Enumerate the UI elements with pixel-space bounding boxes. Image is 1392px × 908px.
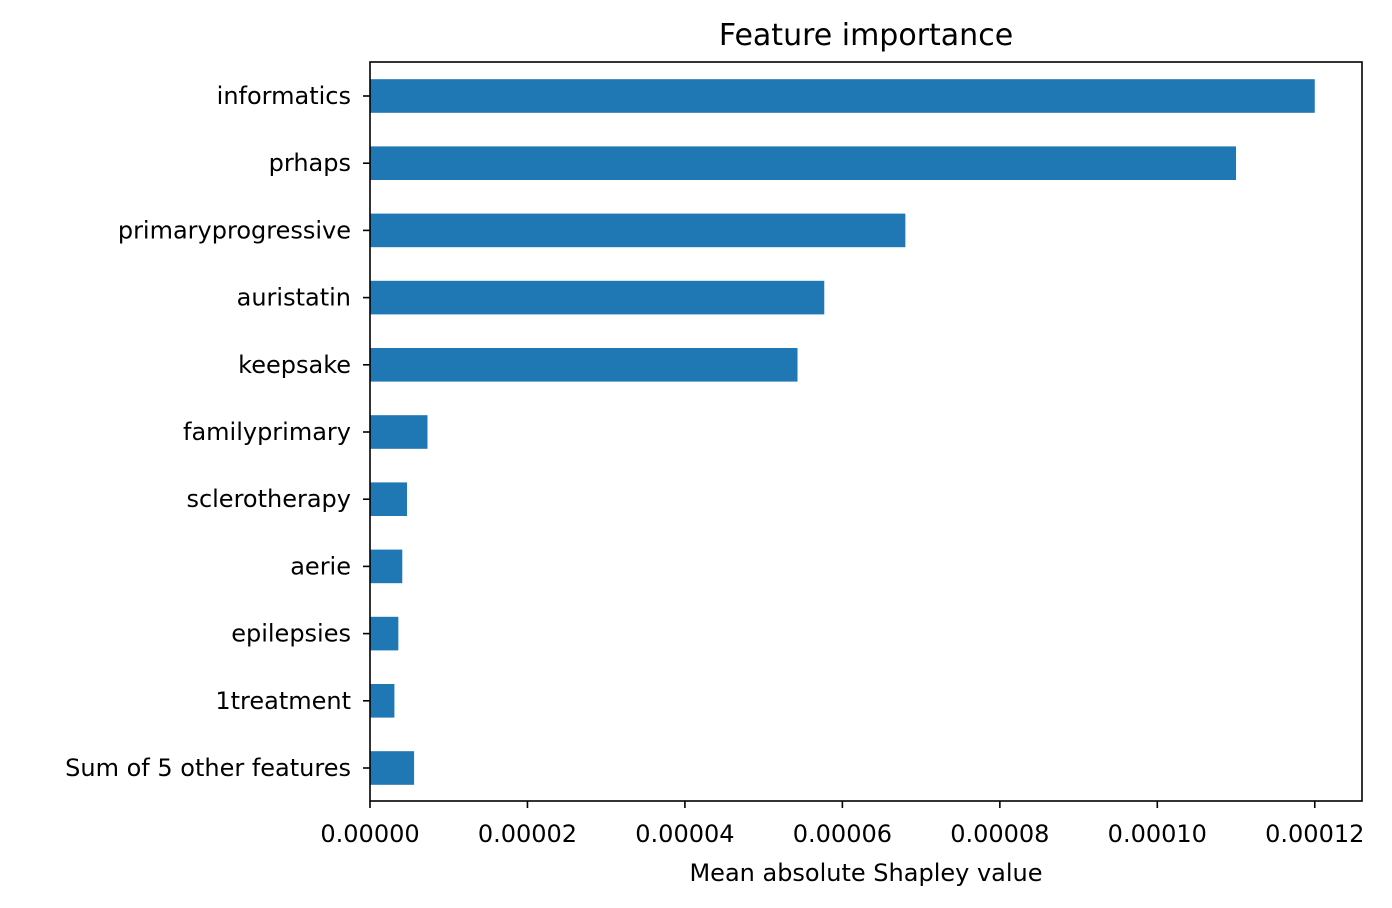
x-tick-label: 0.00000 bbox=[320, 820, 419, 848]
bar-2 bbox=[370, 213, 906, 248]
x-tick-label: 0.00008 bbox=[950, 820, 1049, 848]
y-tick-label: 1treatment bbox=[215, 687, 351, 715]
y-tick-label: informatics bbox=[217, 82, 351, 110]
y-tick-label: Sum of 5 other features bbox=[65, 754, 351, 782]
y-tick-label: prhaps bbox=[269, 149, 351, 177]
bar-7 bbox=[370, 549, 403, 584]
y-tick-label: familyprimary bbox=[183, 418, 351, 446]
bar-10 bbox=[370, 751, 415, 785]
bar-4 bbox=[370, 348, 798, 382]
bar-0 bbox=[370, 79, 1315, 113]
y-tick-label: keepsake bbox=[238, 351, 351, 379]
bar-1 bbox=[370, 146, 1237, 180]
plot-frame bbox=[369, 61, 1363, 802]
x-axis-ticks: 0.00000 0.00002 0.00004 0.00006 0.00008 0.000… bbox=[320, 801, 1364, 848]
x-tick-label: 0.00004 bbox=[635, 820, 734, 848]
x-tick-label: 0.00010 bbox=[1108, 820, 1207, 848]
bar-6 bbox=[370, 482, 408, 516]
y-tick-label: primaryprogressive bbox=[118, 216, 351, 244]
bar-9 bbox=[370, 684, 395, 718]
y-tick-label: aerie bbox=[290, 552, 351, 580]
bar-5 bbox=[370, 415, 428, 449]
bar-3 bbox=[370, 280, 825, 315]
x-axis-label: Mean absolute Shapley value bbox=[689, 859, 1042, 887]
x-tick-label: 0.00012 bbox=[1265, 820, 1364, 848]
bar-8 bbox=[370, 616, 399, 651]
y-tick-label: sclerotherapy bbox=[186, 485, 351, 513]
y-tick-label: epilepsies bbox=[231, 620, 351, 648]
x-tick-label: 0.00002 bbox=[478, 820, 577, 848]
y-tick-label: auristatin bbox=[237, 284, 351, 312]
chart-title: Feature importance bbox=[719, 18, 1013, 53]
y-axis-ticks: informatics prhaps primaryprogressive auris… bbox=[65, 82, 370, 782]
bars-layer bbox=[370, 79, 1315, 785]
x-tick-label: 0.00006 bbox=[793, 820, 892, 848]
